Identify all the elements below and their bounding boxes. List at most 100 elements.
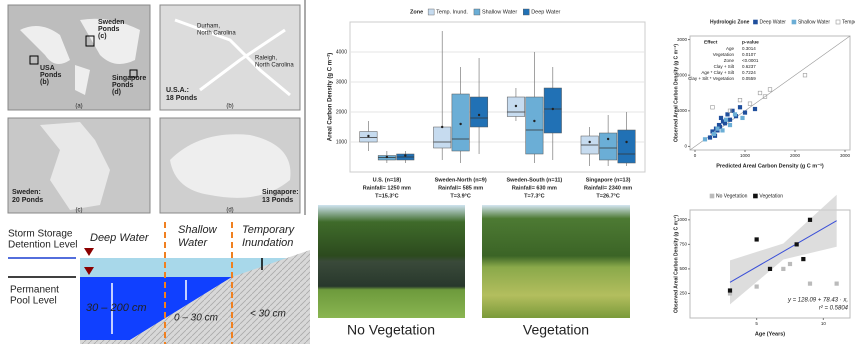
- y-axis-label: Areal Carbon Density (g C m⁻²): [327, 53, 334, 142]
- legend-swatch: [474, 9, 480, 15]
- point: [738, 105, 742, 109]
- mean: [588, 141, 590, 143]
- y-tick-label: 250: [679, 291, 687, 296]
- x-tick-label: Rainfall= 1250 mm: [363, 185, 411, 191]
- map-label: Durham,: [197, 24, 220, 30]
- diagram-label: Storm Storage: [8, 229, 73, 240]
- legend-label: Shallow Water: [798, 19, 830, 25]
- map-label: Ponds: [112, 82, 133, 89]
- x-tick-label: 0: [694, 153, 697, 158]
- y-axis-label: Observed Areal Carbon Density (g C m⁻²): [673, 215, 679, 313]
- table-cell: Zone: [724, 58, 735, 63]
- photo-caption: Vegetation: [523, 322, 589, 338]
- diagram-label: Detention Level: [8, 240, 78, 251]
- y-tick-label: 4000: [336, 49, 347, 55]
- point: [755, 238, 759, 242]
- x-tick-label: Rainfall= 2340 mm: [584, 185, 632, 191]
- table-cell: 0.7224: [742, 70, 756, 75]
- x-tick-label: Singapore (n=13): [586, 177, 631, 183]
- point: [712, 132, 716, 136]
- map-label: USA: [40, 65, 55, 72]
- mean: [533, 120, 535, 122]
- x-axis-label: Predicted Areal Carbon Density (g C m⁻²): [716, 162, 824, 169]
- table-header: p-value: [742, 39, 759, 45]
- mean: [515, 105, 517, 107]
- x-tick-label: 2000: [790, 153, 801, 158]
- zone-label: Inundation: [242, 237, 293, 249]
- legend-swatch: [523, 9, 529, 15]
- point: [731, 109, 735, 113]
- level-marker: [84, 248, 94, 256]
- table-header: Effect: [704, 39, 718, 45]
- point: [768, 267, 772, 271]
- legend-marker: [710, 194, 714, 198]
- map-label: North Carolina: [197, 31, 236, 37]
- point: [719, 116, 723, 120]
- photo-caption: No Vegetation: [347, 322, 435, 338]
- legend-swatch: [428, 9, 434, 15]
- mean: [459, 123, 461, 125]
- x-tick-label: T=7.3°C: [524, 193, 544, 199]
- map-label: 20 Ponds: [12, 197, 43, 204]
- point: [728, 118, 732, 122]
- legend-title: Hydrologic Zone: [710, 19, 750, 25]
- mean: [386, 156, 388, 158]
- box: [470, 97, 487, 127]
- map-label: Raleigh,: [255, 56, 277, 62]
- box: [526, 97, 543, 154]
- x-axis-label: Age (Years): [755, 331, 785, 337]
- point: [795, 243, 799, 247]
- map-label: (c): [98, 33, 107, 40]
- point: [753, 107, 757, 111]
- point: [716, 127, 720, 131]
- figure: No Vegetation Vegetation (a) Sweden Ponds (…: [0, 0, 855, 344]
- panel-label: (b): [226, 104, 233, 110]
- zone-label: Deep Water: [90, 232, 150, 244]
- panel-label: (a): [75, 104, 82, 110]
- legend-label: Temporary Inundation: [842, 19, 855, 25]
- diagram-label: Permanent: [10, 285, 59, 296]
- x-tick-label: T=15.3°C: [375, 193, 398, 199]
- y-tick-label: 1000: [336, 139, 347, 145]
- map-label: (b): [40, 79, 49, 86]
- box: [433, 127, 450, 148]
- point: [726, 113, 730, 117]
- map-label: Sweden: [98, 19, 124, 26]
- point: [728, 123, 732, 127]
- x-tick-label: U.S. (n=18): [373, 177, 402, 183]
- mean: [552, 108, 554, 110]
- x-tick-label: 5: [755, 321, 758, 326]
- point: [728, 289, 732, 293]
- point: [708, 136, 712, 140]
- y-tick-label: 3000: [336, 79, 347, 85]
- table-cell: Vegetation: [713, 52, 735, 57]
- page: {"maps":{ "a":{"label":"(a)","sweden":["…: [0, 0, 855, 344]
- photo-no-vegetation: [318, 205, 465, 318]
- point: [835, 282, 839, 286]
- depth-label: < 30 cm: [250, 309, 286, 320]
- y-axis-label: Observed Areal Carbon Density (g C m⁻²): [673, 44, 679, 142]
- panel-label: (d): [226, 208, 233, 214]
- depth-label: 0 – 30 cm: [174, 313, 218, 324]
- map-label: 18 Ponds: [166, 95, 197, 102]
- point: [802, 257, 806, 261]
- map-label: 13 Ponds: [262, 197, 293, 204]
- point: [808, 218, 812, 222]
- legend-marker: [792, 20, 796, 24]
- legend-marker: [753, 194, 757, 198]
- panel-label: (c): [76, 208, 83, 214]
- box: [618, 130, 635, 163]
- point: [721, 129, 725, 133]
- map-label: Singapore: [112, 75, 146, 82]
- table-cell: Clay + Silt: [714, 64, 735, 69]
- y-tick-label: 3000: [677, 37, 688, 42]
- mean: [478, 114, 480, 116]
- diagram-label: Pool Level: [10, 296, 57, 307]
- x-tick-label: 1000: [740, 153, 751, 158]
- point: [743, 111, 747, 115]
- maps: [8, 0, 305, 215]
- x-tick-label: Rainfall= 630 mm: [512, 185, 557, 191]
- box: [599, 133, 616, 160]
- point: [808, 282, 812, 286]
- map-label: Singapore:: [262, 189, 299, 196]
